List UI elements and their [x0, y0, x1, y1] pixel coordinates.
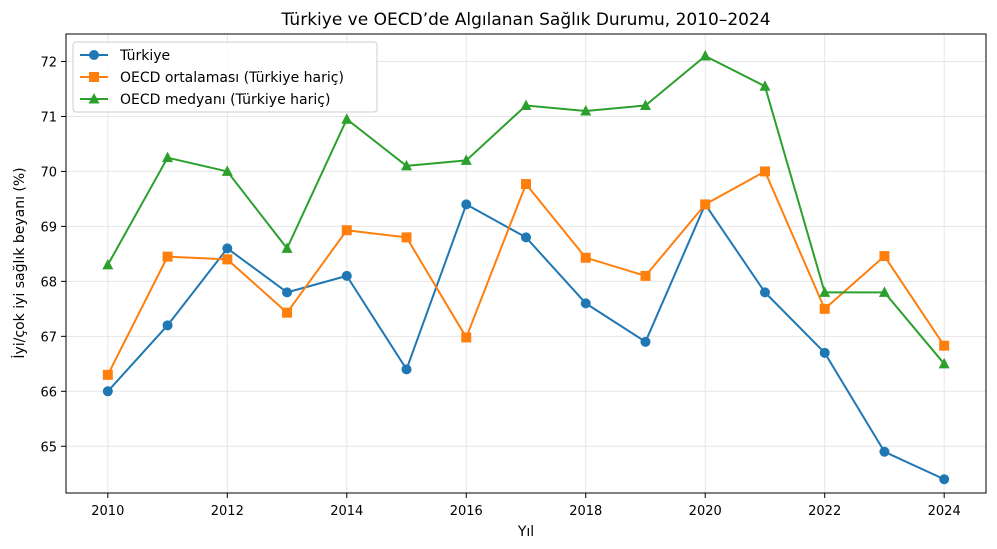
x-axis-title: Yıl	[517, 524, 534, 540]
data-point	[580, 298, 591, 309]
legend: Türkiye OECD ortalaması (Türkiye hariç) OE…	[72, 41, 378, 113]
x-tick-label: 2020	[689, 504, 722, 519]
legend-item: OECD medyanı (Türkiye hariç)	[80, 92, 330, 108]
chart-title: Türkiye ve OECD’de Algılanan Sağlık Duru…	[280, 10, 770, 30]
data-point	[341, 225, 352, 236]
data-point	[401, 232, 412, 243]
y-tick-label: 66	[40, 385, 57, 400]
y-tick-label: 67	[40, 330, 57, 345]
y-tick-label: 70	[40, 165, 57, 180]
legend-item: Türkiye	[80, 48, 170, 64]
x-tick-label: 2014	[330, 504, 363, 519]
x-tick-label: 2024	[928, 504, 961, 519]
data-point	[759, 166, 770, 177]
legend-label: OECD ortalaması (Türkiye hariç)	[120, 70, 344, 86]
data-point	[401, 159, 413, 171]
x-tick-label: 2018	[569, 504, 602, 519]
data-point	[819, 347, 830, 358]
y-tick-label: 71	[40, 110, 57, 125]
data-point	[341, 113, 353, 124]
legend-marker	[89, 50, 99, 60]
data-point	[281, 242, 293, 253]
data-point	[221, 165, 233, 176]
axis-ticks: 2010 2012 2014 2016 2018 2020 2022 2024 65 66 67 68…	[40, 55, 960, 519]
data-point	[282, 287, 293, 298]
y-tick-label: 68	[40, 275, 57, 290]
y-tick-label: 65	[40, 440, 57, 455]
data-point	[102, 386, 113, 397]
data-point	[521, 232, 531, 243]
data-point	[639, 99, 651, 110]
series-3	[102, 49, 950, 369]
legend-marker	[89, 72, 99, 82]
data-point	[461, 332, 472, 343]
data-point	[580, 104, 592, 116]
data-point	[162, 251, 173, 262]
data-point	[759, 80, 771, 91]
data-point	[699, 49, 711, 61]
data-point	[162, 320, 173, 331]
y-tick-label: 72	[40, 55, 57, 70]
data-point	[520, 99, 532, 110]
x-tick-label: 2010	[91, 504, 124, 519]
data-point	[640, 270, 651, 281]
data-point	[461, 199, 472, 210]
x-tick-label: 2016	[450, 504, 483, 519]
data-point	[521, 179, 531, 190]
data-point	[102, 369, 113, 380]
data-point	[222, 254, 233, 265]
y-tick-label: 69	[40, 220, 57, 235]
data-point	[580, 252, 591, 263]
data-point	[878, 286, 890, 297]
data-point	[341, 270, 352, 281]
data-point	[819, 286, 831, 297]
plot-frame	[65, 33, 987, 494]
data-point	[282, 307, 293, 318]
data-point	[222, 243, 233, 254]
data-point	[102, 258, 114, 270]
x-tick-label: 2022	[808, 504, 841, 519]
data-point	[879, 446, 890, 457]
series-layer	[102, 49, 950, 485]
legend-label: OECD medyanı (Türkiye hariç)	[120, 92, 330, 108]
data-point	[879, 251, 890, 262]
data-point	[640, 336, 651, 347]
series-2	[102, 166, 950, 380]
legend-box	[72, 41, 378, 113]
data-point	[162, 151, 174, 163]
y-axis-title: İyi/çok iyi sağlık beyanı (%)	[10, 167, 28, 358]
data-point	[700, 199, 711, 210]
legend-item: OECD ortalaması (Türkiye hariç)	[80, 70, 344, 86]
data-point	[401, 364, 412, 375]
data-point	[460, 154, 472, 165]
data-point	[819, 303, 830, 314]
x-tick-label: 2012	[211, 504, 244, 519]
legend-marker	[88, 93, 100, 104]
data-point	[759, 287, 770, 298]
legend-label: Türkiye	[119, 48, 170, 64]
data-point	[939, 340, 950, 351]
data-point	[938, 357, 950, 369]
data-point	[939, 474, 950, 485]
